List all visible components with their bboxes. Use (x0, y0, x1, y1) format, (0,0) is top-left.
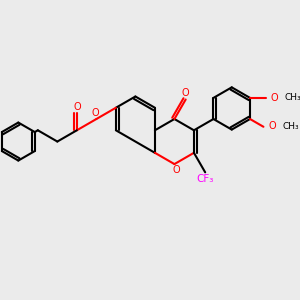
Text: O: O (172, 165, 180, 175)
Text: O: O (91, 108, 99, 118)
Text: O: O (182, 88, 190, 98)
Text: O: O (268, 121, 276, 131)
Text: CH₃: CH₃ (283, 122, 299, 131)
Text: CH₃: CH₃ (285, 93, 300, 102)
Text: O: O (271, 93, 278, 103)
Text: CF₃: CF₃ (196, 174, 214, 184)
Text: O: O (73, 102, 81, 112)
